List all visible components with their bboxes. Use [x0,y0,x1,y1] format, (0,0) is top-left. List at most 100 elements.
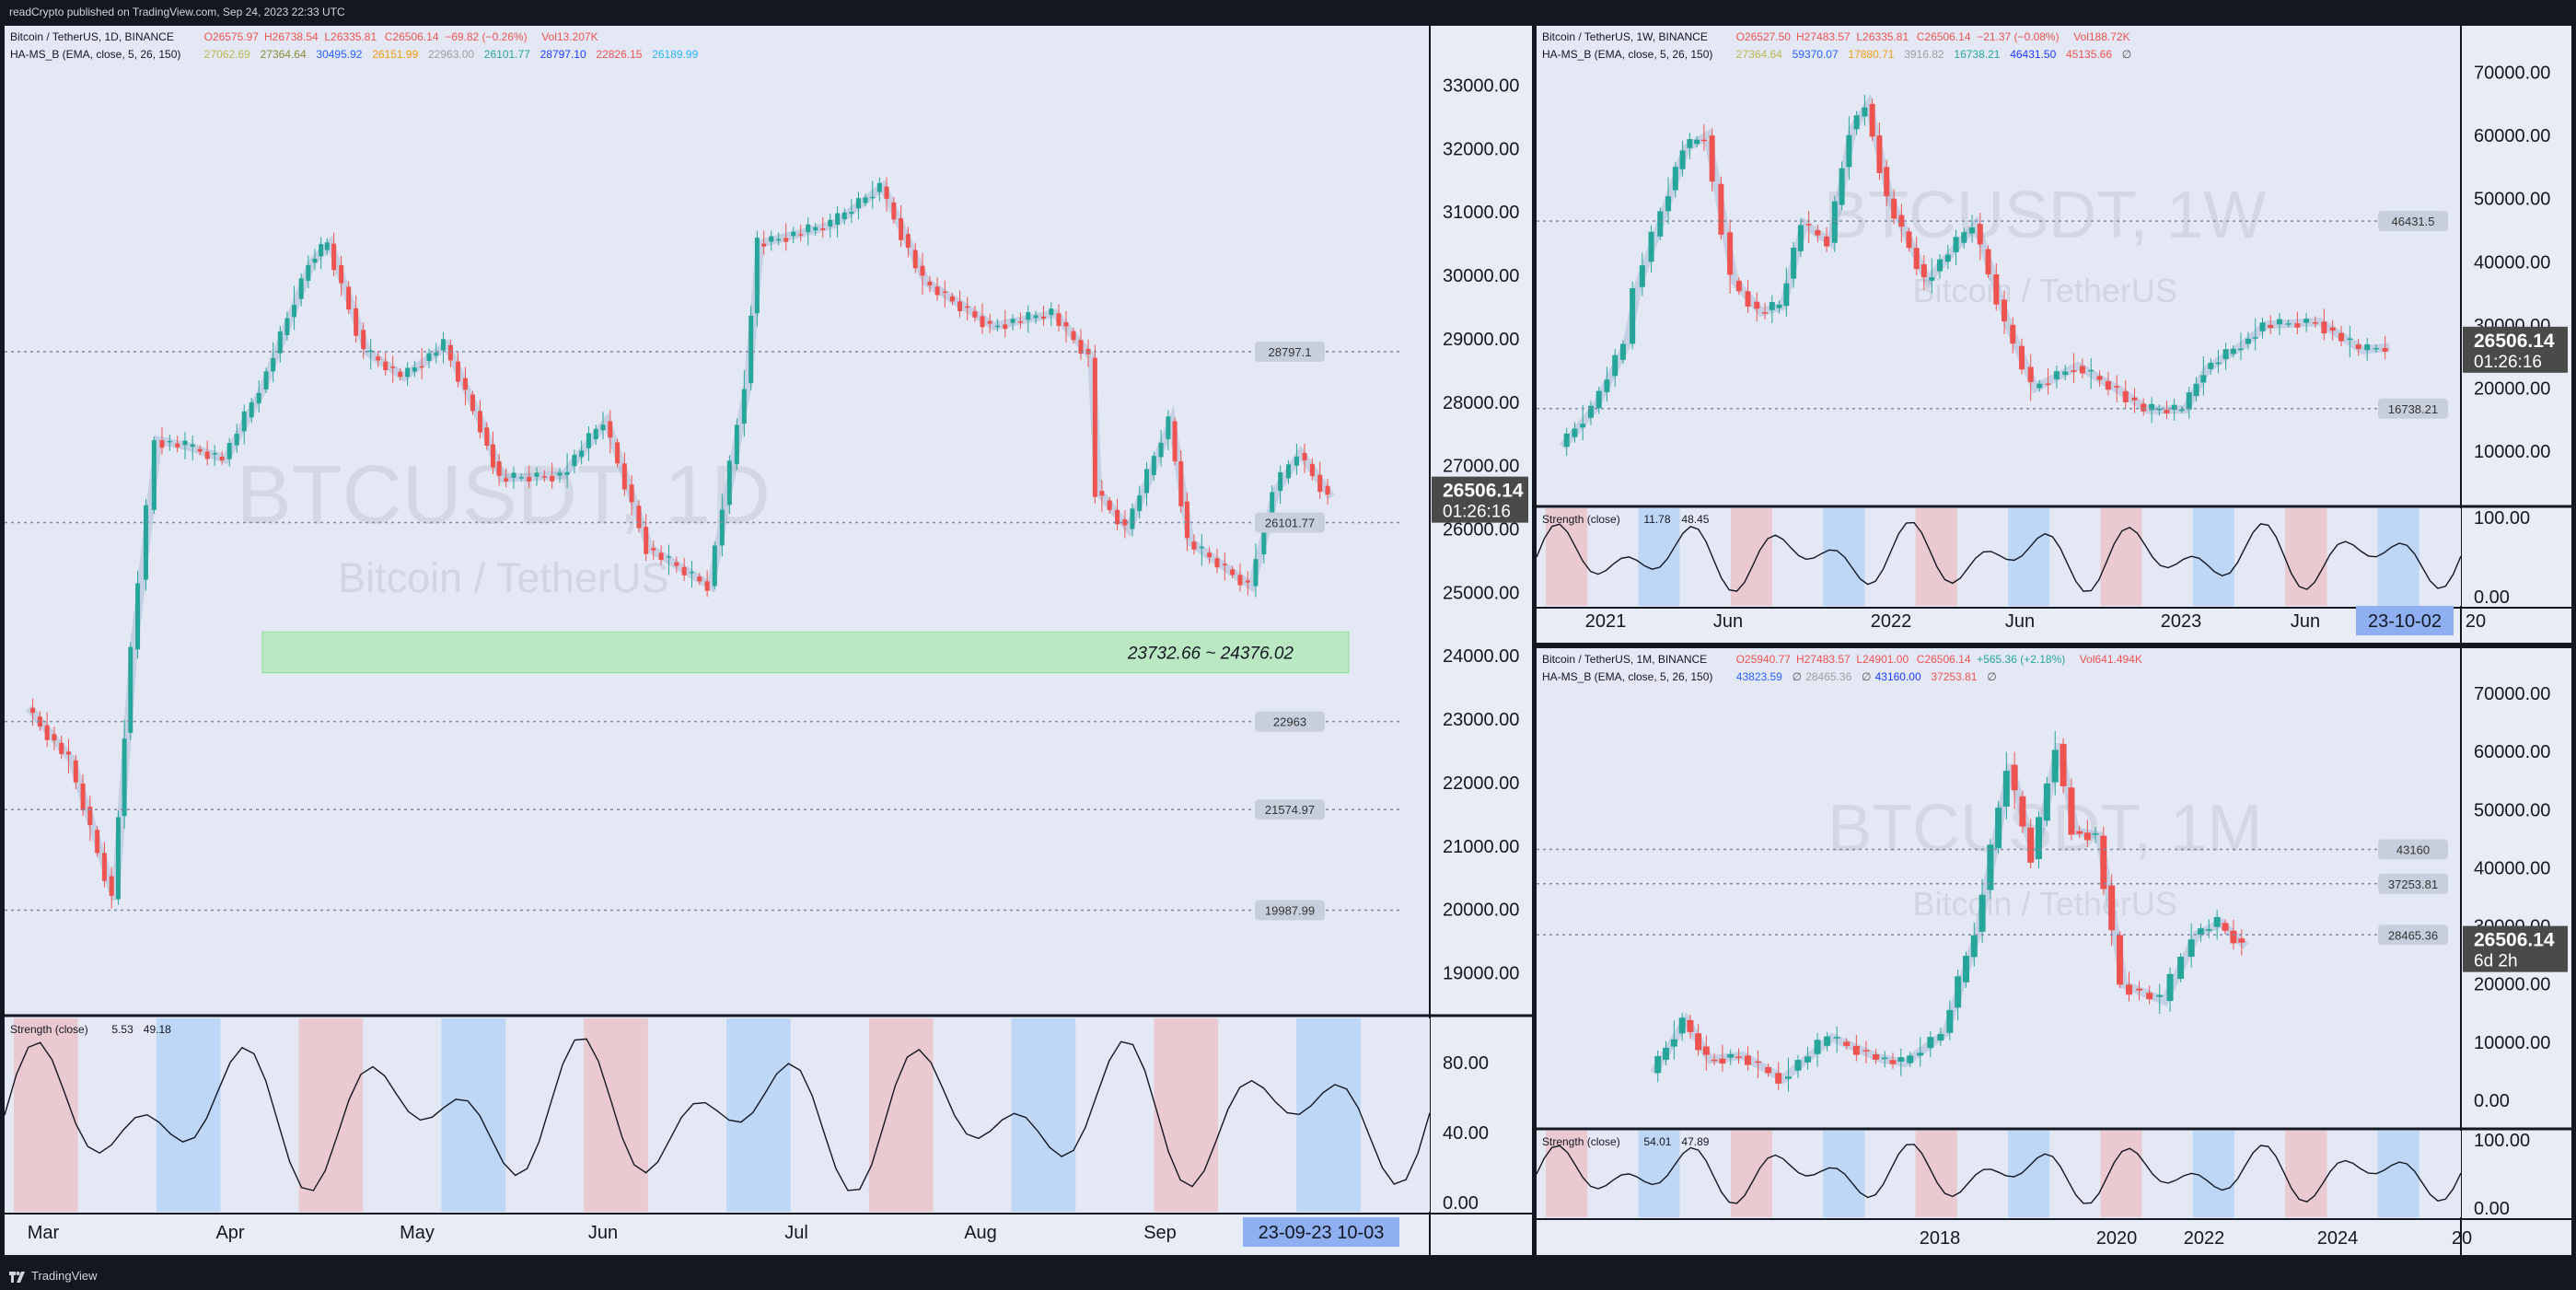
candle-body [2131,397,2138,401]
candle-body [59,742,64,754]
candle-body [615,442,621,464]
candle-body [651,548,656,551]
candle-body [2156,408,2163,411]
y-tick-label: 23000.00 [1443,710,1519,730]
candle-body [1735,280,1742,292]
candle-body [1261,518,1267,555]
candle-body [1920,264,1927,277]
tradingview-logo-icon [9,1271,25,1283]
y-tick-label: 50000.00 [2474,800,2550,820]
candle-body [87,807,93,826]
candle-body [1824,1036,1831,1046]
price-level-label: 21574.97 [1265,803,1315,817]
candle-body [1678,1017,1686,1034]
legend-ohlc-value: +565.36 (+2.18%) [1977,653,2065,666]
candle-body [135,583,141,650]
candle-body [876,182,882,192]
candle-body [1003,324,1008,330]
candle-body [2312,322,2318,324]
oscillator-title: Strength (close) [10,1023,88,1036]
legend-indicator-value: 30495.92 [316,48,362,61]
candle-body [1694,139,1700,145]
legend-ohlc-value: C26506.14 [1917,30,1971,43]
candle-body [1843,1041,1851,1046]
candle-body [870,196,876,199]
legend-indicator-value: 16738.21 [1954,48,2000,61]
candle-body [1873,1054,1880,1060]
chart-panel-daily[interactable]: BTCUSDT, 1D Bitcoin / TetherUS 23732.66 ~ … [5,26,1532,1255]
candle-body [354,308,359,336]
publish-header: readCrypto published on TradingView.com,… [0,0,2576,24]
x-tick-label: 20 [2466,611,2486,632]
candle-body [263,371,269,389]
candle-body [1783,283,1790,307]
candle-body [2205,929,2212,931]
candle-body [455,361,460,382]
price-level-label: 37253.81 [2388,877,2438,891]
y-tick-label: 30000.00 [1443,266,1519,286]
candle-body [2187,939,2195,958]
candle-body [689,571,694,574]
oscillator-value: 11.78 [1643,513,1670,526]
chart-panel-weekly[interactable]: BTCUSDT, 1W Bitcoin / TetherUS 70000.00 600… [1537,26,2571,643]
candle-body [151,440,157,510]
legend-indicator-value: ∅ [2122,48,2131,61]
candle-body [2053,371,2060,379]
candle-body [277,331,283,354]
candle-body [1672,167,1678,191]
legend-indicator-value: 46431.50 [2010,48,2056,61]
watermark-symbol: BTCUSDT, 1W [1824,179,2266,252]
x-tick-label: 2018 [1920,1228,1961,1249]
oscillator-y-tick: 0.00 [2474,587,2510,608]
chart-panel-monthly[interactable]: BTCUSDT, 1M Bitcoin / TetherUS 70000.00 600… [1537,648,2571,1255]
y-tick-label: 0.00 [2474,1091,2510,1111]
candle-body [541,476,547,478]
candle-body [1092,357,1097,497]
x-tick-label: 20 [2452,1228,2472,1249]
candle-body [1978,894,1986,932]
candle-body [658,552,664,561]
last-price-tag [1432,476,1528,523]
candle-body [2079,366,2085,374]
y-tick-label: 25000.00 [1443,583,1519,603]
candle-body [182,440,188,446]
price-level-tag [2378,398,2448,419]
candle-body [477,411,482,433]
candle-body [2373,347,2379,350]
candle-body [600,424,606,431]
candle-body [306,264,311,281]
candle-body [2076,831,2083,834]
legend-ohlc-value: Vol641.494K [2080,653,2142,666]
candle-body [1130,508,1135,529]
legend-indicator-value: 28465.36 [1805,670,1851,683]
legend-ohlc-value: O26575.97 [204,30,260,43]
chart-daily-canvas[interactable]: BTCUSDT, 1D Bitcoin / TetherUS 23732.66 ~ … [5,26,1532,1255]
candle-body [1824,236,1830,247]
candle-body [2018,345,2025,370]
candle-body [2011,764,2018,791]
candle-body [1670,1039,1677,1047]
price-level-tag [2378,839,2448,860]
chart-weekly-canvas[interactable]: BTCUSDT, 1W Bitcoin / TetherUS 70000.00 600… [1537,26,2571,643]
candle-body [1687,1019,1694,1032]
candle-body [1765,1067,1772,1074]
y-tick-label: 33000.00 [1443,76,1519,96]
price-level-tag [1255,900,1325,921]
candle-body [219,456,225,461]
y-tick-label: 40000.00 [2474,858,2550,878]
last-price-value: 26506.14 [1443,481,1524,502]
candle-body [1776,304,1782,308]
y-tick-label: 10000.00 [2474,1033,2550,1053]
candle-body [1604,379,1610,392]
candle-body [776,238,782,241]
candle-body [1995,808,2002,849]
candle-body [1744,1055,1751,1065]
candle-body [527,477,532,482]
candle-body [987,320,992,324]
candle-body [841,212,847,220]
candle-body [1184,501,1189,539]
main-plot-background [5,26,1430,1014]
price-level-tag [1255,512,1325,533]
candle-body [292,305,297,318]
